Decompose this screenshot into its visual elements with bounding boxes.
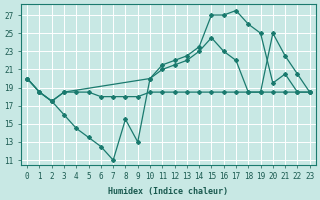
X-axis label: Humidex (Indice chaleur): Humidex (Indice chaleur)	[108, 187, 228, 196]
